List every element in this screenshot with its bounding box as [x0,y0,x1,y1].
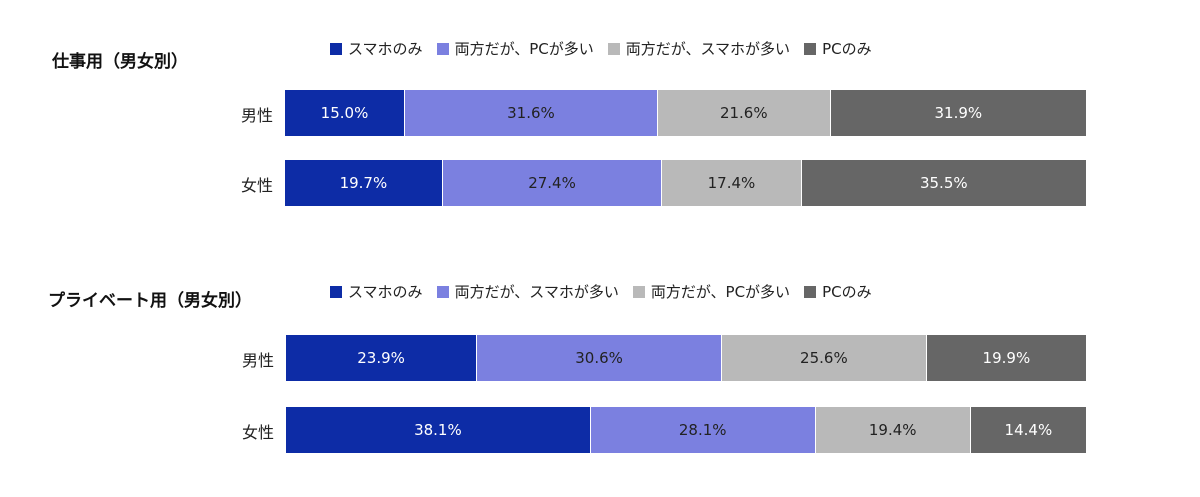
legend-item: 両方だが、PCが多い [436,38,594,59]
data-label: 25.6% [800,349,848,367]
legend-item: PCのみ [804,38,872,59]
legend: スマホのみ 両方だが、PCが多い 両方だが、スマホが多い PCのみ [330,38,872,59]
bar-segment: 23.9% [286,335,478,381]
chart-title: 仕事用（男女別） [52,52,188,72]
category-label: 女性 [241,423,274,442]
stacked-bar: 19.7% 27.4% 17.4% 35.5% [285,160,1086,206]
legend-item: 両方だが、スマホが多い [436,281,619,302]
bar-segment: 19.4% [815,407,971,453]
legend-swatch [436,42,449,55]
legend-label: スマホのみ [348,283,423,301]
category-label: 男性 [241,351,274,370]
bar-segment: 31.9% [830,90,1086,136]
category-label: 男性 [240,106,273,125]
data-label: 30.6% [575,349,623,367]
bar-segment: 19.9% [926,335,1086,381]
legend-label: 両方だが、スマホが多い [625,40,791,58]
data-label: 27.4% [528,174,576,192]
data-label: 31.6% [507,104,555,122]
legend: スマホのみ 両方だが、スマホが多い 両方だが、PCが多い PCのみ [330,281,872,302]
legend-swatch [607,42,620,55]
chart-title: プライベート用（男女別） [48,291,252,311]
legend-label: 両方だが、PCが多い [454,40,594,58]
data-label: 19.9% [982,349,1031,367]
bar-segment: 21.6% [657,90,831,136]
legend-swatch [804,285,817,298]
data-label: 17.4% [707,174,756,192]
bar-segment: 17.4% [662,160,802,206]
data-label: 31.9% [934,104,983,122]
stacked-bar: 15.0% 31.6% 21.6% 31.9% [285,90,1086,136]
data-label: 38.1% [414,421,462,439]
bar-segment: 30.6% [477,335,722,381]
data-label: 35.5% [919,174,968,192]
data-label: 23.9% [357,349,405,367]
data-label: 14.4% [1004,421,1053,439]
bar-segment: 35.5% [801,160,1086,206]
data-label: 15.0% [320,104,369,122]
bar-segment: 25.6% [721,335,927,381]
data-label: 28.1% [678,421,727,439]
bar-segment: 19.7% [285,160,443,206]
bar-segment: 38.1% [286,407,591,453]
legend-item: スマホのみ [330,38,423,59]
legend-swatch [632,285,645,298]
stacked-bar: 38.1% 28.1% 19.4% 14.4% [286,407,1086,453]
legend-swatch [330,285,342,298]
legend-label: PCのみ [822,283,872,301]
category-label: 女性 [240,176,273,195]
data-label: 19.4% [868,421,917,439]
legend-swatch [436,285,449,298]
bar-segment: 15.0% [285,90,406,136]
legend-item: 両方だが、PCが多い [632,281,791,302]
legend-label: 両方だが、スマホが多い [454,283,619,301]
bar-segment: 28.1% [590,407,816,453]
legend-label: 両方だが、PCが多い [650,283,791,301]
data-label: 19.7% [339,174,388,192]
legend-swatch [330,42,342,55]
legend-item: 両方だが、スマホが多い [607,38,791,59]
bar-segment: 31.6% [405,90,658,136]
legend-item: スマホのみ [330,281,423,302]
legend-swatch [804,42,817,55]
legend-label: スマホのみ [348,40,423,58]
stacked-bar: 23.9% 30.6% 25.6% 19.9% [286,335,1086,381]
legend-label: PCのみ [822,40,872,58]
bar-segment: 14.4% [970,407,1086,453]
data-label: 21.6% [719,104,768,122]
legend-item: PCのみ [804,281,872,302]
bar-segment: 27.4% [442,160,663,206]
